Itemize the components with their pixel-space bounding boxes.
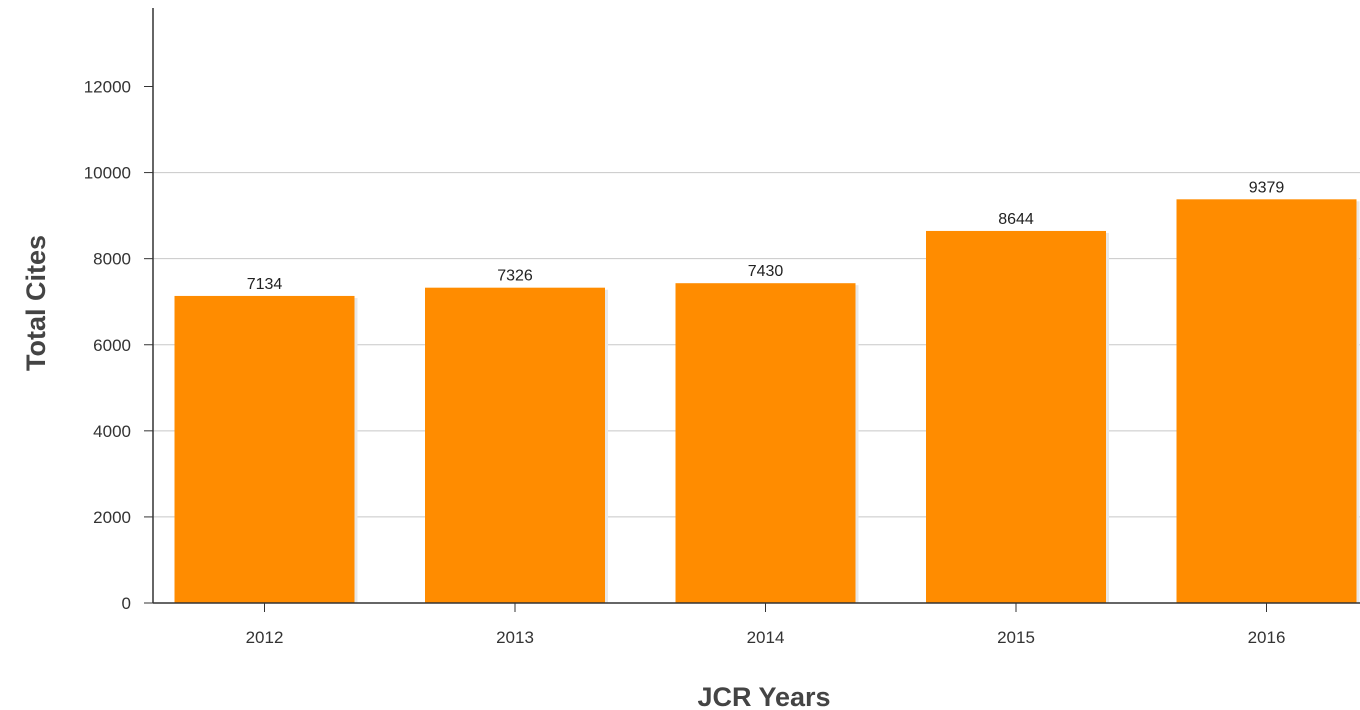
y-tick-label: 0: [122, 594, 131, 613]
bar-2013: [425, 287, 605, 603]
x-axis-title: JCR Years: [697, 682, 830, 710]
x-tick-label: 2015: [997, 628, 1035, 647]
x-tick-label: 2012: [246, 628, 284, 647]
x-tick-label: 2016: [1248, 628, 1286, 647]
data-label: 7430: [748, 263, 784, 280]
y-tick-label: 4000: [93, 422, 131, 441]
x-tick-label: 2014: [747, 628, 785, 647]
bar-2012: [174, 295, 355, 603]
data-label: 7326: [497, 268, 533, 285]
y-axis-title: Total Cites: [21, 235, 51, 371]
axes: 0 2000 4000 6000 8000 10000 12000 2012 2013 2014 2…: [84, 8, 1360, 647]
y-tick-label: 8000: [93, 250, 131, 269]
data-label: 9379: [1249, 179, 1285, 196]
x-tick-label: 2013: [496, 628, 534, 647]
data-label: 8644: [998, 211, 1034, 228]
labels: 7134 7326 7430 8644 9379: [247, 179, 1285, 293]
bar-2014: [675, 283, 856, 603]
bar-2015: [926, 230, 1106, 604]
bar-2016: [1176, 199, 1357, 604]
y-tick-label: 12000: [84, 78, 131, 97]
y-tick-label: 10000: [84, 164, 131, 183]
data-label: 7134: [247, 276, 283, 293]
y-tick-label: 2000: [93, 508, 131, 527]
y-tick-label: 6000: [93, 336, 131, 355]
bars: [174, 199, 1360, 604]
